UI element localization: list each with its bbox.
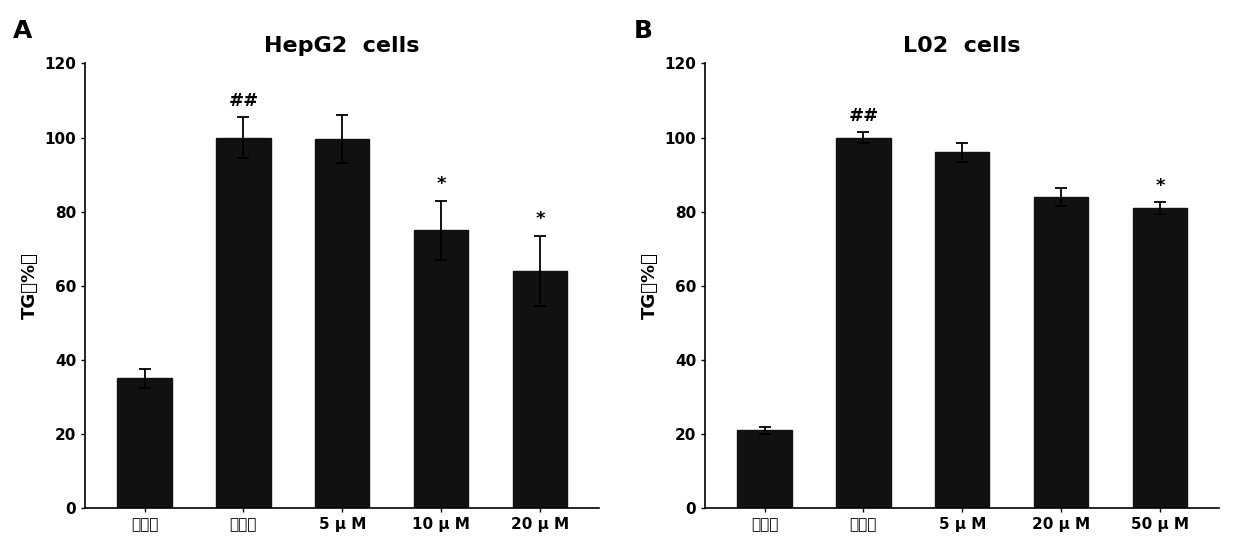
Bar: [1132, 208, 1187, 508]
Bar: [935, 153, 990, 508]
Title: HepG2  cells: HepG2 cells: [264, 36, 420, 56]
Text: A: A: [14, 19, 32, 43]
Text: *: *: [536, 210, 544, 228]
Text: B: B: [634, 19, 652, 43]
Text: *: *: [436, 175, 446, 193]
Bar: [836, 138, 890, 508]
Title: L02  cells: L02 cells: [904, 36, 1021, 56]
Bar: [118, 378, 172, 508]
Bar: [738, 430, 792, 508]
Bar: [216, 138, 270, 508]
Bar: [1034, 197, 1089, 508]
Bar: [414, 230, 469, 508]
Text: ##: ##: [228, 92, 258, 109]
Text: *: *: [1156, 177, 1164, 195]
Y-axis label: TG（%）: TG（%）: [641, 252, 658, 319]
Y-axis label: TG（%）: TG（%）: [21, 252, 38, 319]
Bar: [315, 139, 370, 508]
Text: ##: ##: [848, 107, 878, 124]
Bar: [512, 271, 567, 508]
